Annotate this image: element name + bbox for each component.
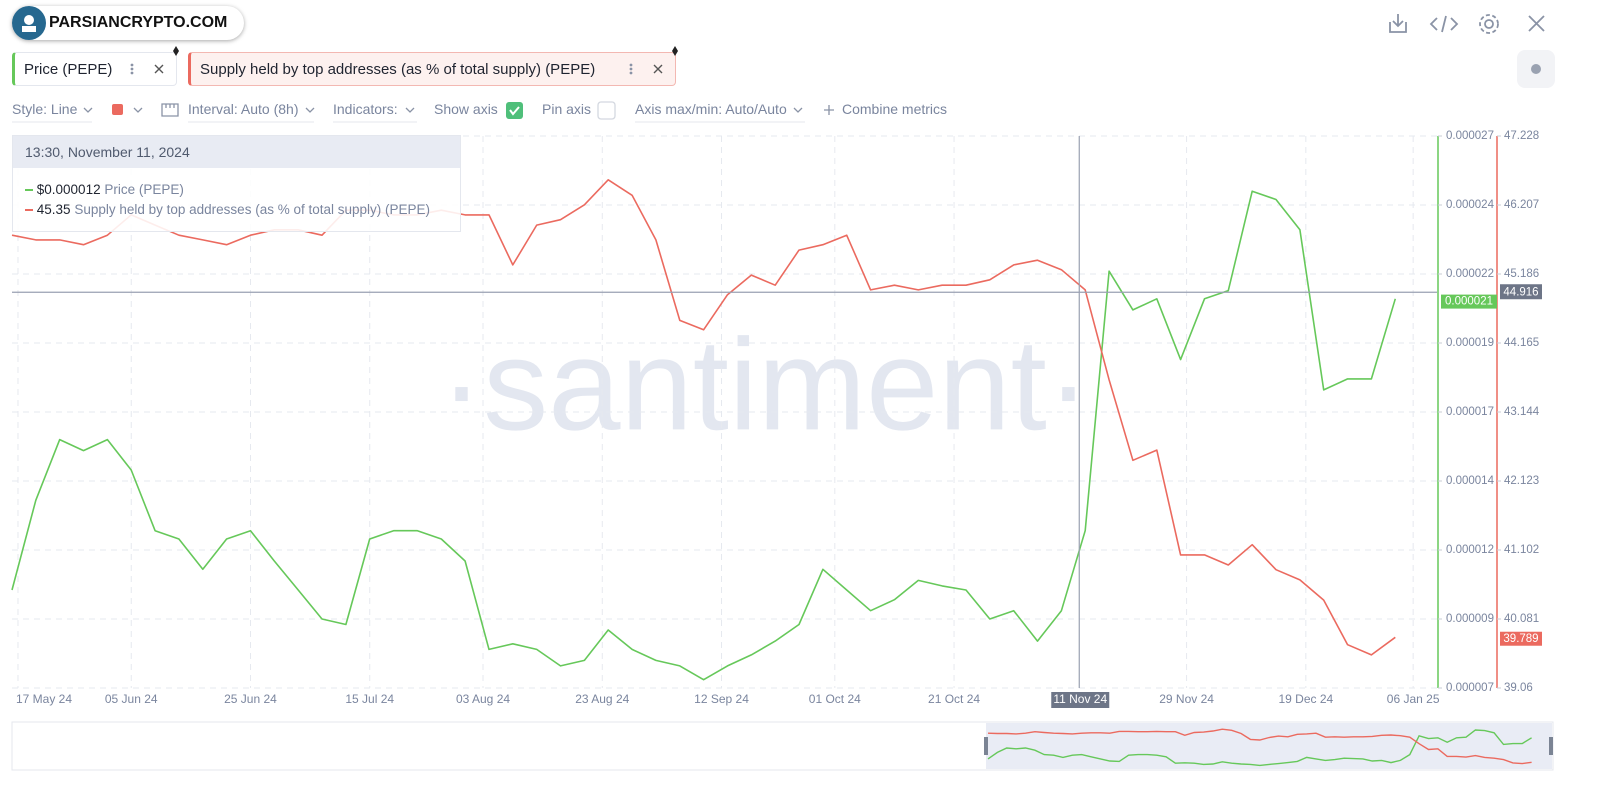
chip-remove[interactable] [653,64,663,74]
x-tick-label: 05 Jun 24 [105,692,158,706]
legend-chip[interactable]: Price (PEPE) [12,52,177,86]
navigator-handle[interactable] [984,737,988,755]
crosshair-x-label: 11 Nov 24 [1053,692,1107,706]
pin-axis-checkbox[interactable] [597,101,616,120]
tooltip-name: Price (PEPE) [104,182,184,197]
legend-label: Supply held by top addresses (as % of to… [200,61,596,78]
x-tick-label: 12 Sep 24 [694,692,749,706]
show-axis-checkbox[interactable] [506,102,523,119]
tooltip-value: 45.35 [36,202,71,217]
tooltip-row: $0.000012 Price (PEPE) [25,182,184,197]
crosshair-y2-badge [1500,284,1542,300]
x-tick-label: 06 Jan 25 [1387,692,1440,706]
tooltip-row: 45.35 Supply held by top addresses (as %… [25,202,430,217]
navigator-handle[interactable] [1549,737,1553,755]
legend-chip[interactable]: Supply held by top addresses (as % of to… [188,52,676,86]
indicators-select[interactable]: Indicators: [333,101,398,117]
last-value-label: 0.000021 [1445,296,1493,308]
axis-maxmin-select[interactable]: Axis max/min: Auto/Auto [635,101,787,117]
y-tick-label: 0.000012 [1446,544,1494,556]
navigator-line [987,728,1532,765]
navigator-line [987,729,1532,767]
y-tick-label: 0.000019 [1446,337,1494,349]
y2-tick-label: 45.186 [1504,268,1539,280]
combine-metrics[interactable]: Combine metrics [842,101,948,117]
y-tick-label: 0.000027 [1446,130,1494,142]
logo-badge: PARSIANCRYPTO.COM [12,6,244,40]
y2-tick-label: 43.144 [1504,406,1540,418]
last-value-badge [1441,294,1497,309]
x-tick-label: 03 Aug 24 [456,692,510,706]
x-tick-label: 15 Jul 24 [345,692,394,706]
crosshair-x-badge [1051,692,1110,708]
x-tick-label: 25 Jun 24 [224,692,277,706]
y-tick-label: 0.000022 [1446,268,1494,280]
watermark: ·santiment· [440,311,1090,457]
y-tick-label: 0.000024 [1446,199,1495,211]
logo-text: PARSIANCRYPTO.COM [49,14,228,31]
y-tick-label: 0.000014 [1446,475,1495,487]
y2-tick-label: 41.102 [1504,544,1539,556]
y2-tick-label: 47.228 [1504,130,1539,142]
series-line [11,179,1396,656]
x-tick-label: 01 Oct 24 [809,692,861,706]
settings-icon[interactable] [1484,19,1494,29]
x-tick-label: 17 May 24 [16,692,72,706]
show-axis-label: Show axis [434,101,498,117]
pin-axis-label: Pin axis [542,101,592,117]
tooltip-value: $0.000012 [36,182,101,197]
download-icon[interactable] [1389,14,1407,33]
last-value-label: 39.789 [1503,633,1538,645]
close-icon[interactable] [1528,15,1545,32]
navigator-window[interactable] [986,723,1552,769]
x-tick-label: 29 Nov 24 [1159,692,1214,706]
y2-tick-label: 46.207 [1504,199,1539,211]
chip-icons [130,46,678,75]
tooltip-title: 13:30, November 11, 2024 [13,136,460,168]
x-tick-label: 21 Oct 24 [928,692,980,706]
y2-tick-label: 42.123 [1504,475,1539,487]
last-value-badge [1500,631,1542,646]
y-tick-label: 0.000009 [1446,613,1494,625]
axes: 17 May 24 05 Jun 24 25 Jun 24 15 Jul 24 03 A… [12,130,1542,708]
style-select[interactable]: Style: Line [12,101,78,117]
embed-icon[interactable] [1429,15,1459,33]
y2-tick-label: 44.165 [1504,337,1539,349]
y-tick-label: 0.000017 [1446,406,1494,418]
top-icons [1389,14,1545,34]
interval-select[interactable]: Interval: Auto (8h) [188,101,299,117]
x-tick-label: 23 Aug 24 [575,692,629,706]
legend-label: Price (PEPE) [24,61,113,78]
y2-tick-label: 39.06 [1504,682,1533,694]
series-line [11,190,1397,681]
crosshair-y2-label: 44.916 [1503,286,1538,298]
logo-icon [12,6,46,40]
tooltip-name: Supply held by top addresses (as % of to… [74,202,431,217]
lines [11,179,1397,681]
navigator-lines [987,728,1532,767]
chip-remove[interactable] [154,64,164,74]
tooltip: 13:30, November 11, 2024 $0.000012 Price… [12,135,461,232]
y-tick-label: 0.000007 [1446,682,1494,694]
record-button[interactable] [1517,50,1555,88]
toolbar-icons [12,101,834,123]
x-tick-label: 19 Dec 24 [1278,692,1333,706]
y2-tick-label: 40.081 [1504,613,1539,625]
color-picker[interactable] [112,104,123,115]
